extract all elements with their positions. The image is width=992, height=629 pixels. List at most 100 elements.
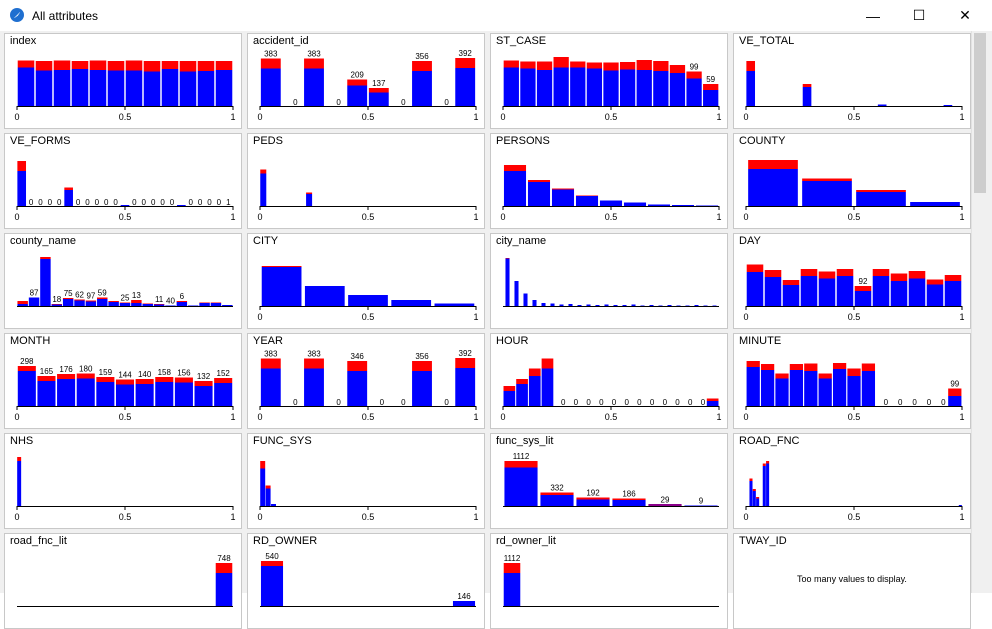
bar-red — [261, 266, 302, 267]
bar-blue — [108, 302, 119, 306]
bar-red — [215, 61, 233, 70]
bar-blue — [155, 382, 174, 406]
bar-label: 0 — [898, 398, 903, 407]
bar-blue — [368, 92, 389, 106]
bar-blue — [143, 71, 161, 106]
bar-blue — [861, 371, 876, 406]
histogram-panel-ve-total: VE_TOTAL 0 0.5 1 — [733, 33, 971, 129]
bar-label: 346 — [351, 352, 365, 361]
x-tick-label: 0 — [14, 512, 19, 522]
bar-blue — [347, 371, 368, 406]
x-tick-label: 0.5 — [848, 112, 861, 122]
bar-blue — [261, 267, 302, 306]
bar-blue — [943, 105, 953, 106]
bar-blue — [856, 192, 906, 206]
bar-red — [926, 279, 944, 285]
bar-label: 0 — [217, 198, 222, 207]
panel-title: TWAY_ID — [739, 535, 787, 547]
x-tick-label: 1 — [716, 112, 721, 122]
x-tick-label: 0.5 — [605, 412, 618, 422]
bar-red — [586, 62, 603, 69]
bar-blue — [194, 386, 213, 406]
bar-blue — [131, 303, 142, 306]
bar-label: 0 — [48, 198, 53, 207]
bar-blue — [96, 382, 115, 406]
bar-red — [89, 60, 107, 70]
bar-red — [872, 269, 890, 276]
bar-red — [412, 361, 432, 371]
bar-label: 156 — [177, 369, 191, 378]
bar-red — [612, 498, 646, 500]
bar-label: 0 — [198, 198, 203, 207]
bar-red — [76, 373, 95, 379]
bar-red — [62, 298, 74, 299]
bar-label: 158 — [158, 368, 172, 377]
panel-title: HOUR — [496, 335, 529, 347]
bar-label: 9 — [699, 497, 704, 506]
bar-red — [540, 492, 574, 495]
minimize-button[interactable]: — — [866, 7, 880, 24]
bar-red — [527, 180, 551, 182]
bar-red — [108, 301, 119, 302]
bar-blue — [669, 73, 686, 106]
bar-blue — [40, 259, 51, 306]
panel-title: PERSONS — [496, 135, 550, 147]
bar-red — [520, 61, 536, 69]
bar-blue — [685, 305, 690, 306]
bar-label: 0 — [57, 198, 62, 207]
bar-blue — [17, 67, 35, 106]
bar-red — [119, 302, 131, 303]
histogram-chart: 99 59 0 0.5 1 — [500, 57, 722, 122]
bar-blue — [176, 302, 188, 306]
maximize-button[interactable]: ☐ — [912, 7, 926, 23]
close-button[interactable]: ✕ — [959, 7, 971, 23]
histogram-chart: 0 0.5 1 — [14, 60, 236, 122]
bar-blue — [187, 305, 199, 306]
bar-label: 0 — [675, 398, 680, 407]
x-tick-label: 1 — [716, 212, 721, 222]
bar-blue — [71, 69, 89, 106]
panel-title: FUNC_SYS — [253, 435, 312, 447]
bar-label: 0 — [207, 198, 212, 207]
bar-blue — [142, 304, 153, 306]
bar-blue — [658, 305, 663, 306]
histogram-panel-month: MONTH 298 165 176 180 159 144 140 158 156 132 152 0 0… — [4, 333, 242, 429]
bar-blue — [434, 303, 475, 306]
x-tick-label: 0 — [257, 512, 262, 522]
bar-blue — [686, 78, 702, 106]
panel-title: accident_id — [253, 35, 309, 47]
histogram-panel-county: COUNTY 0 0.5 1 — [733, 133, 971, 229]
histogram-panel-tway-id: TWAY_ID Too many values to display. — [733, 533, 971, 629]
bar-label: 0 — [151, 198, 156, 207]
bar-label: 383 — [307, 50, 321, 59]
bar-label: 13 — [132, 291, 141, 300]
bar-red — [37, 376, 56, 381]
bar-blue — [762, 466, 766, 506]
panel-title: CITY — [253, 235, 279, 247]
bar-red — [17, 301, 28, 304]
x-tick-label: 0.5 — [362, 112, 375, 122]
bar-label: 0 — [85, 198, 90, 207]
bar-blue — [504, 467, 538, 506]
bar-label: 75 — [64, 289, 73, 298]
bar-red — [908, 271, 926, 279]
vertical-scrollbar[interactable] — [971, 31, 988, 593]
bar-blue — [647, 204, 671, 206]
bar-blue — [703, 305, 708, 306]
scrollbar-thumb[interactable] — [974, 33, 986, 193]
bar-red — [125, 60, 143, 71]
bar-red — [17, 457, 22, 461]
bar-blue — [177, 205, 186, 206]
bar-label: 0 — [637, 398, 642, 407]
bar-red — [210, 302, 222, 303]
bar-blue — [818, 278, 836, 306]
bar-blue — [948, 396, 962, 406]
bar-red — [174, 377, 193, 383]
bar-blue — [17, 171, 27, 206]
bar-label: 6 — [180, 292, 185, 301]
bar-blue — [17, 461, 22, 506]
bar-label: 0 — [612, 398, 617, 407]
histogram-panel-func-sys-lit: func_sys_lit 1112 332 192 186 29 9 — [490, 433, 728, 529]
bar-red — [304, 58, 324, 69]
